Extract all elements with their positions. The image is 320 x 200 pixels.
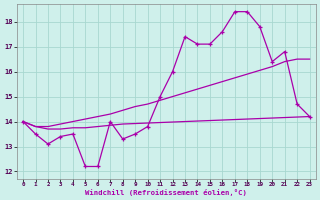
X-axis label: Windchill (Refroidissement éolien,°C): Windchill (Refroidissement éolien,°C) bbox=[85, 189, 247, 196]
